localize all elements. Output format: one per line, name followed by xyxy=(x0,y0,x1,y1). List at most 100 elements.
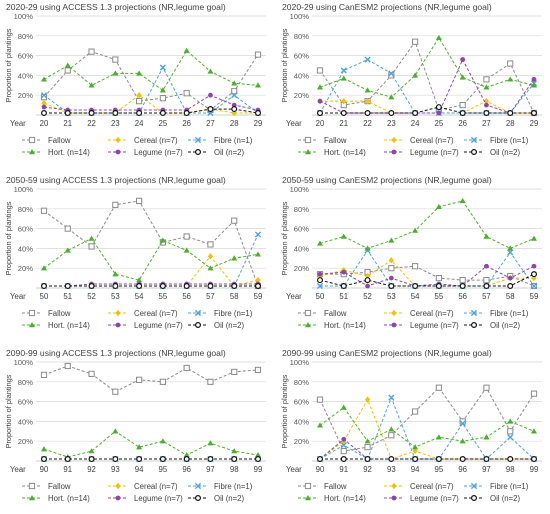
data-point xyxy=(388,94,395,100)
data-point xyxy=(316,277,323,284)
data-point xyxy=(231,106,238,113)
data-point xyxy=(459,276,466,284)
legend-label: Hort. (n=14) xyxy=(324,321,366,330)
series-oil xyxy=(40,456,262,463)
data-point xyxy=(41,76,47,82)
data-point xyxy=(341,436,347,442)
data-point xyxy=(316,456,323,463)
data-point xyxy=(112,201,119,208)
data-point xyxy=(41,99,47,107)
data-point xyxy=(64,456,71,463)
legend-item: Hort. (n=14) xyxy=(22,148,90,157)
x-tick-label: 29 xyxy=(530,119,539,128)
data-point xyxy=(483,97,490,105)
x-tick-label: 24 xyxy=(411,119,420,128)
series-line xyxy=(319,273,535,287)
data-point xyxy=(531,235,537,241)
series-legume xyxy=(317,57,537,116)
legend-label: Cereal (n=7) xyxy=(410,136,454,145)
legend-item: Legume (n=7) xyxy=(384,494,459,503)
y-tick-label: 60% xyxy=(294,52,309,61)
legend-marker xyxy=(471,495,478,502)
data-point xyxy=(388,265,395,272)
legend-item: Fallow xyxy=(298,309,347,318)
data-point xyxy=(340,283,347,290)
data-point xyxy=(412,72,419,78)
legend-marker xyxy=(304,309,312,317)
data-point xyxy=(507,60,514,67)
data-point xyxy=(530,390,538,397)
data-point xyxy=(64,110,71,117)
series-fibre xyxy=(316,56,538,117)
chart-title: 2090-99 using ACCESS 1.3 projections (NR… xyxy=(6,348,226,358)
legend-marker xyxy=(304,482,312,490)
legend-item: Fallow xyxy=(22,309,71,318)
x-tick-label: 57 xyxy=(482,292,491,301)
data-point xyxy=(436,110,442,116)
data-point xyxy=(41,265,47,271)
data-point xyxy=(412,263,419,270)
y-axis-label: Proportion of plantings xyxy=(280,28,289,102)
series-hort xyxy=(317,34,537,100)
x-tick-label: 98 xyxy=(506,465,515,474)
y-tick-label: 60% xyxy=(18,398,33,407)
legend-label: Oil (n=2) xyxy=(490,148,521,157)
data-point xyxy=(207,265,214,271)
data-point xyxy=(183,247,190,253)
series-line xyxy=(43,430,259,458)
series-oil xyxy=(40,106,262,117)
x-tick-label: 21 xyxy=(63,119,72,128)
data-point xyxy=(159,456,166,463)
data-point xyxy=(231,102,237,108)
x-tick-label: 95 xyxy=(435,465,444,474)
legend-item: Legume (n=7) xyxy=(384,148,459,157)
data-point xyxy=(507,249,514,256)
data-point xyxy=(507,283,514,290)
data-point xyxy=(388,110,395,117)
data-point xyxy=(507,110,514,117)
data-point xyxy=(364,245,371,251)
x-axis-label: Year xyxy=(10,292,26,301)
data-point xyxy=(231,80,238,86)
legend-item: Legume (n=7) xyxy=(384,321,459,330)
data-point xyxy=(459,420,466,427)
legend-label: Hort. (n=14) xyxy=(48,148,90,157)
data-point xyxy=(231,217,238,224)
data-point xyxy=(364,438,371,444)
legend-label: Cereal (n=7) xyxy=(410,309,454,318)
data-point xyxy=(364,87,371,93)
data-point xyxy=(207,68,214,74)
x-axis-label: Year xyxy=(10,465,26,474)
y-tick-label: 60% xyxy=(18,225,33,234)
legend-marker xyxy=(29,322,35,328)
legend-item: Hort. (n=14) xyxy=(298,321,366,330)
data-point xyxy=(460,57,466,62)
data-point xyxy=(64,247,71,253)
y-tick-label: 100% xyxy=(14,358,34,367)
y-tick-label: 40% xyxy=(294,71,309,80)
data-point xyxy=(207,253,214,260)
data-point xyxy=(412,110,419,117)
x-tick-label: 96 xyxy=(182,465,191,474)
legend-marker xyxy=(115,495,121,501)
series-oil xyxy=(316,456,538,463)
legend-marker xyxy=(28,482,36,490)
x-tick-label: 96 xyxy=(458,465,467,474)
data-point xyxy=(483,456,490,463)
data-point xyxy=(64,62,71,68)
legend-label: Oil (n=2) xyxy=(490,321,521,330)
data-point xyxy=(531,263,537,269)
data-point xyxy=(64,362,71,370)
legend-item: Fibre (n=1) xyxy=(464,136,529,145)
data-point xyxy=(483,110,490,117)
data-point xyxy=(483,434,490,440)
chart-panel: 2090-99 using ACCESS 1.3 projections (NR… xyxy=(4,348,266,503)
data-point xyxy=(136,92,142,99)
data-point xyxy=(136,444,143,450)
legend-marker xyxy=(195,149,202,156)
data-point xyxy=(483,384,490,391)
data-point xyxy=(159,283,166,290)
x-tick-label: 93 xyxy=(111,465,120,474)
data-point xyxy=(388,275,394,281)
